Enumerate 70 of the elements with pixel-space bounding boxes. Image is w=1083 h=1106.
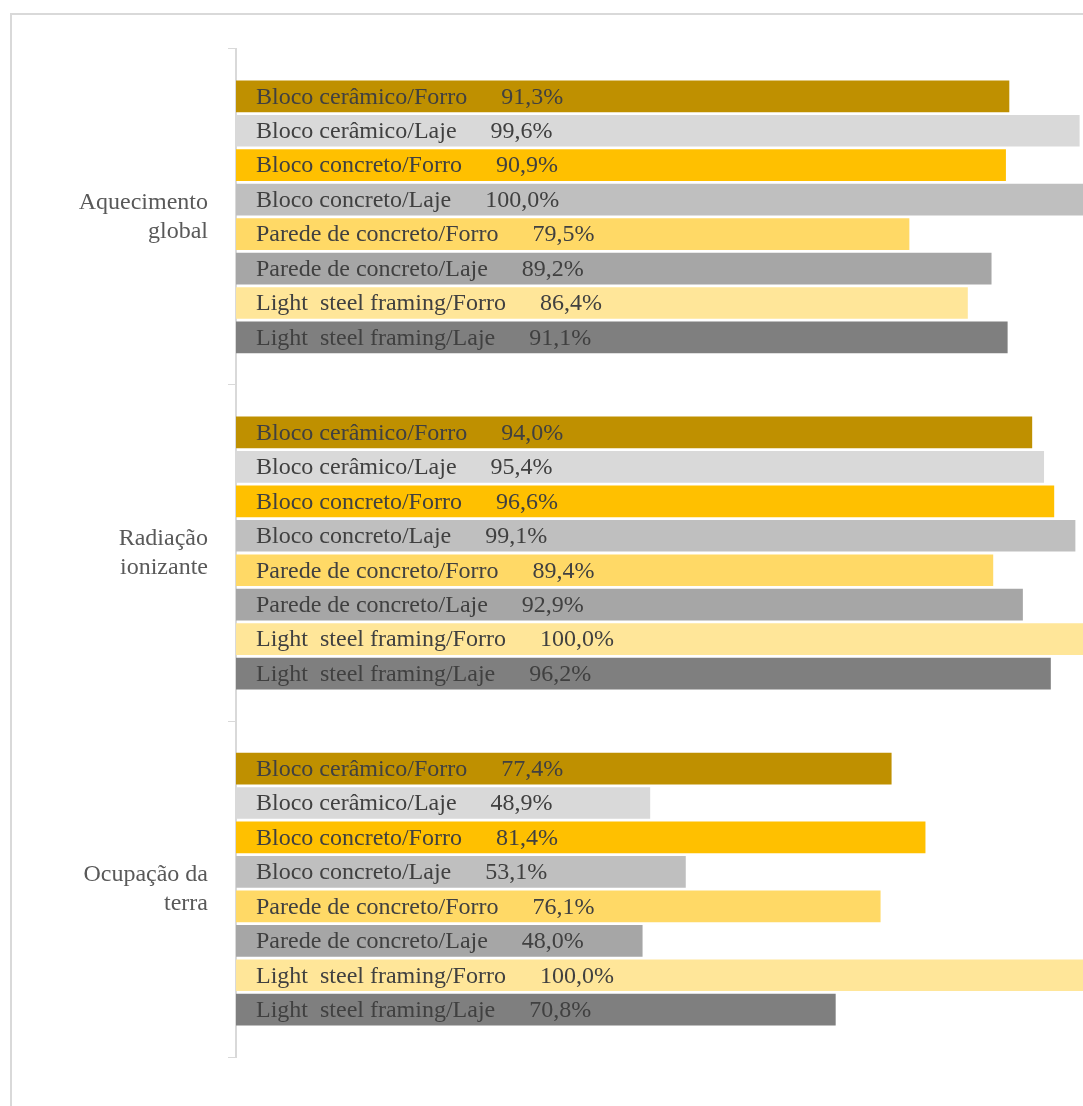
- y-tick-label: Radiação ionizante: [118, 523, 208, 579]
- data-label: 89,2%: [521, 254, 584, 281]
- series-label: Bloco concreto/Forro: [256, 151, 462, 178]
- data-label: 96,6%: [495, 487, 558, 514]
- bar: [236, 416, 1033, 449]
- text: Bloco cerâmico/Forro: [256, 82, 468, 109]
- bar: [236, 80, 1010, 113]
- text: Bloco cerâmico/Forro: [256, 418, 468, 445]
- data-label: 79,5%: [532, 220, 595, 247]
- data-label: 53,1%: [485, 858, 548, 885]
- y-tick-label: Aquecimento global: [78, 187, 209, 243]
- bar: [236, 287, 968, 319]
- text: Light steel framing/Forro: [256, 961, 506, 988]
- data-label: 86,4%: [539, 289, 602, 316]
- series-label: Parede de concreto/Laje: [256, 927, 488, 954]
- text: Light steel framing/Forro: [256, 289, 506, 316]
- data-label: 99,6%: [490, 117, 553, 144]
- text: Bloco concreto/Forro: [256, 823, 462, 850]
- bar: [236, 218, 910, 250]
- data-label: 48,0%: [521, 927, 584, 954]
- data-label: 99,1%: [485, 522, 548, 549]
- data-label: 89,4%: [532, 556, 595, 583]
- series-label: Light steel framing/Forro: [256, 625, 506, 652]
- text: Light steel framing/Laje: [256, 996, 496, 1023]
- data-label: 91,1%: [529, 323, 592, 350]
- data-label: 94,0%: [501, 418, 564, 445]
- data-label: 70,8%: [529, 996, 592, 1023]
- data-label: 100,0%: [539, 961, 614, 988]
- bar: [236, 183, 1083, 216]
- bar: [236, 519, 1076, 552]
- data-label: 77,4%: [501, 754, 564, 781]
- bar: [236, 485, 1055, 518]
- data-label: 100,0%: [485, 185, 560, 212]
- data-label: 48,9%: [490, 789, 553, 816]
- bar: [236, 856, 686, 888]
- data-label: 81,4%: [495, 823, 558, 850]
- bar: [236, 657, 1051, 690]
- text: Parede de concreto/Forro: [256, 556, 499, 583]
- series-label: Light steel framing/Laje: [256, 323, 496, 350]
- series-label: Bloco cerâmico/Laje: [256, 453, 457, 480]
- data-label: 95,4%: [490, 453, 553, 480]
- series-label: Bloco cerâmico/Forro: [256, 754, 468, 781]
- bar: [236, 588, 1023, 621]
- bar: [236, 959, 1083, 992]
- data-label: 96,2%: [529, 659, 592, 686]
- bar: [236, 752, 892, 785]
- text: Bloco concreto/Laje: [256, 185, 452, 212]
- text: Parede de concreto/Laje: [256, 590, 488, 617]
- data-label: 76,1%: [532, 892, 595, 919]
- series-label: Bloco concreto/Laje: [256, 858, 452, 885]
- bar: [236, 321, 1008, 354]
- text: Bloco cerâmico/Laje: [256, 117, 457, 144]
- bar: [236, 623, 1083, 655]
- text: Bloco concreto/Forro: [256, 487, 462, 514]
- text: Parede de concreto/Forro: [256, 892, 499, 919]
- bar: [236, 149, 1006, 182]
- data-label: 91,3%: [501, 82, 564, 109]
- text: Parede de concreto/Laje: [256, 254, 488, 281]
- bar: [236, 252, 992, 285]
- text: Light steel framing/Laje: [256, 659, 496, 686]
- data-label: 90,9%: [495, 151, 558, 178]
- text: Bloco concreto/Laje: [256, 522, 452, 549]
- series-label: Parede de concreto/Forro: [256, 220, 499, 247]
- data-label: 92,9%: [521, 590, 584, 617]
- bar: [236, 821, 926, 854]
- y-tick-label: Ocupação da terra: [83, 860, 209, 915]
- data-label: 100,0%: [539, 625, 614, 652]
- bar: [236, 993, 836, 1026]
- bar: [236, 554, 994, 587]
- text: Bloco cerâmico/Laje: [256, 789, 457, 816]
